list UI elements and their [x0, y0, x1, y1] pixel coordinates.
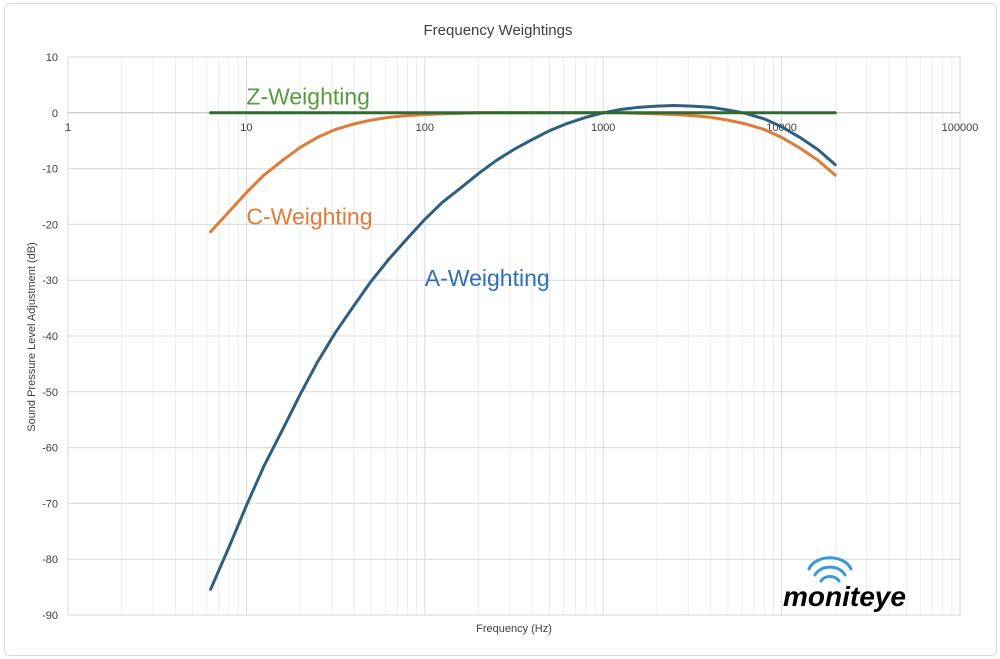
y-tick-label: -70: [42, 498, 58, 510]
y-axis-title: Sound Pressure Level Adjustment (dB): [26, 242, 38, 432]
y-tick-label: -50: [42, 387, 58, 399]
a-weighting-line: [209, 104, 837, 591]
grid: [67, 56, 961, 616]
wifi-signal-icon: [807, 556, 853, 583]
moniteye-logo: moniteye: [783, 556, 906, 612]
series-lines: [209, 104, 837, 591]
y-tick-label: -80: [42, 554, 58, 566]
y-tick-label: -40: [42, 331, 58, 343]
y-tick-label: -60: [42, 443, 58, 455]
x-axis-title: Frequency (Hz): [476, 623, 552, 635]
x-tick-label: 100000: [942, 122, 979, 134]
y-tick-label: -30: [42, 275, 58, 287]
x-tick-label: 1000: [591, 122, 615, 134]
a-weighting-label: A-Weighting: [425, 265, 550, 291]
y-axis-ticks: 10 0 -10 -20 -30 -40 -50 -60 -70 -80 -90: [42, 52, 58, 622]
logo-text: moniteye: [783, 581, 906, 612]
series-labels: Z-Weighting C-Weighting A-Weighting: [246, 83, 549, 290]
y-tick-label: -10: [42, 164, 58, 176]
signal-arc-large: [807, 556, 853, 571]
chart-title: Frequency Weightings: [424, 22, 573, 39]
c-weighting-label: C-Weighting: [246, 203, 372, 229]
x-axis-ticks: 1 10 100 1000 10000 100000: [65, 122, 978, 134]
signal-arc-medium: [813, 565, 847, 577]
y-tick-label: -90: [42, 610, 58, 622]
x-tick-label: 10: [240, 122, 252, 134]
y-tick-label: 10: [46, 52, 58, 64]
y-tick-label: 0: [52, 108, 58, 120]
x-tick-label: 1: [65, 122, 71, 134]
x-tick-label: 100: [416, 122, 434, 134]
z-weighting-label: Z-Weighting: [246, 83, 370, 109]
y-tick-label: -20: [42, 219, 58, 231]
signal-arc-small: [819, 575, 841, 583]
